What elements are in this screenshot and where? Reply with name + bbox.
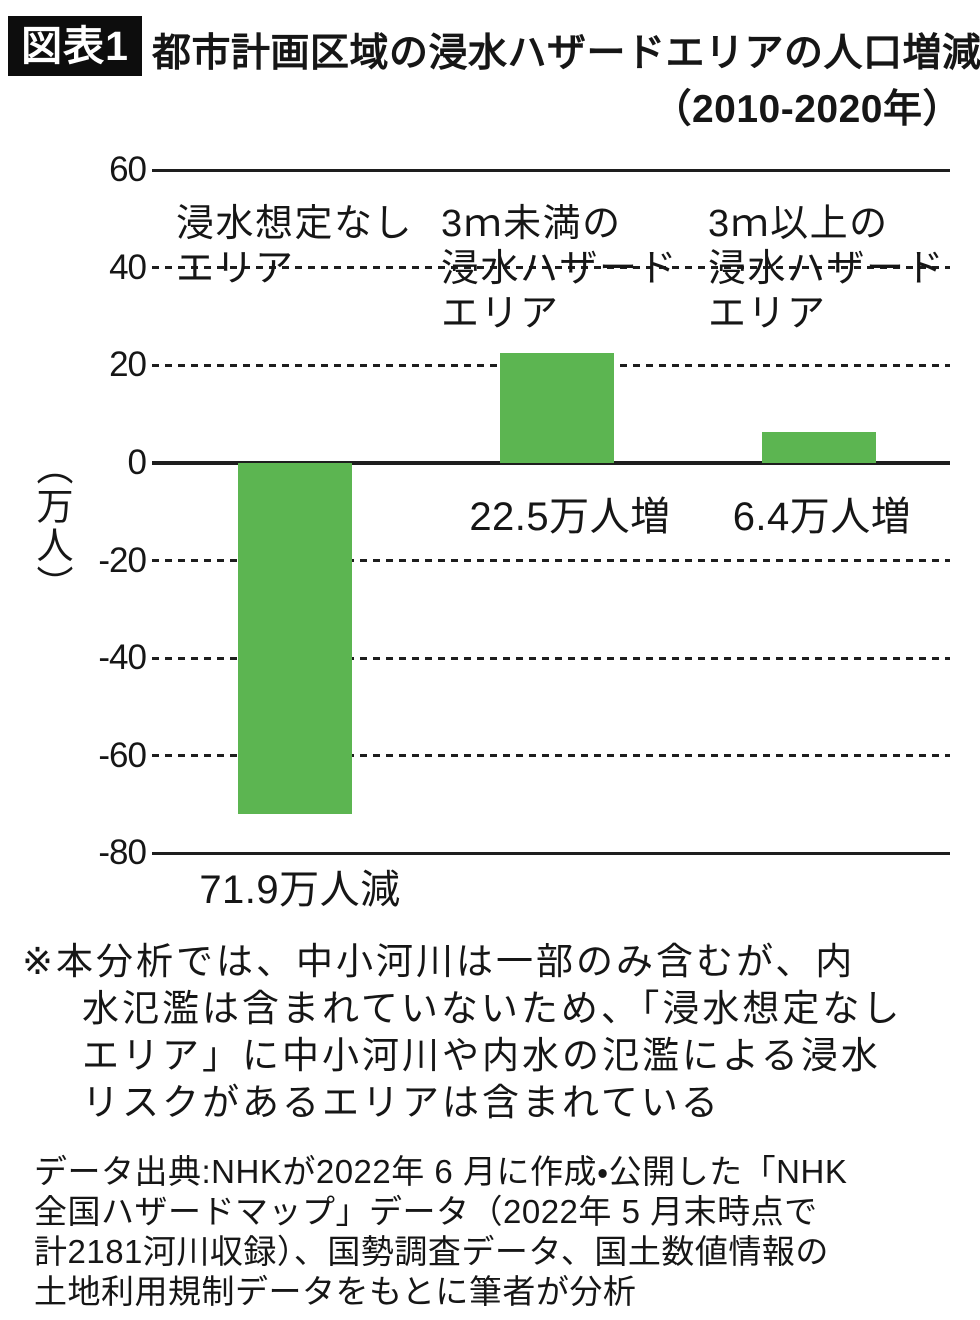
grid-line <box>152 559 950 563</box>
y-tick-label: -60 <box>98 735 147 775</box>
category-label: 3ｍ未満の 浸水ハザード エリア <box>441 203 679 335</box>
y-tick-label: 0 <box>127 443 147 482</box>
grid-line <box>152 754 950 758</box>
value-label: 22.5万人増 <box>469 495 671 539</box>
bar <box>500 353 614 463</box>
grid-line <box>152 656 950 660</box>
analysis-note: ※本分析では、中小河川は一部のみ含むが、内 水氾濫は含まれていないため、「浸水想… <box>22 941 903 1123</box>
y-tick-label: -80 <box>98 833 147 873</box>
y-tick-label: 20 <box>109 345 147 385</box>
y-tick-label: -40 <box>98 638 147 678</box>
grid-line <box>152 266 950 270</box>
bar <box>762 431 876 463</box>
y-tick-label: -20 <box>98 540 147 580</box>
category-label: 3ｍ以上の 浸水ハザード エリア <box>708 203 946 335</box>
value-label: 71.9万人減 <box>199 868 401 912</box>
y-tick-label: 60 <box>109 150 147 190</box>
grid-line <box>152 461 950 465</box>
data-source: データ出典:NHKが2022年 6 月に作成・公開した「NHK 全国ハザードマッ… <box>34 1153 848 1310</box>
y-tick-label: 40 <box>109 247 147 287</box>
page-title: 都市計画区域の浸水ハザードエリアの人口増減 <box>152 32 980 75</box>
figure-number-badge: 図表1 <box>8 16 142 76</box>
grid-line <box>152 851 950 855</box>
grid-line <box>152 168 950 172</box>
value-label: 6.4万人増 <box>732 495 912 539</box>
y-axis-unit-label: （万人） <box>31 448 72 604</box>
page-subtitle: （2010-2020年） <box>652 88 962 131</box>
category-label: 浸水想定なし エリア <box>176 203 414 290</box>
bar <box>238 463 352 814</box>
